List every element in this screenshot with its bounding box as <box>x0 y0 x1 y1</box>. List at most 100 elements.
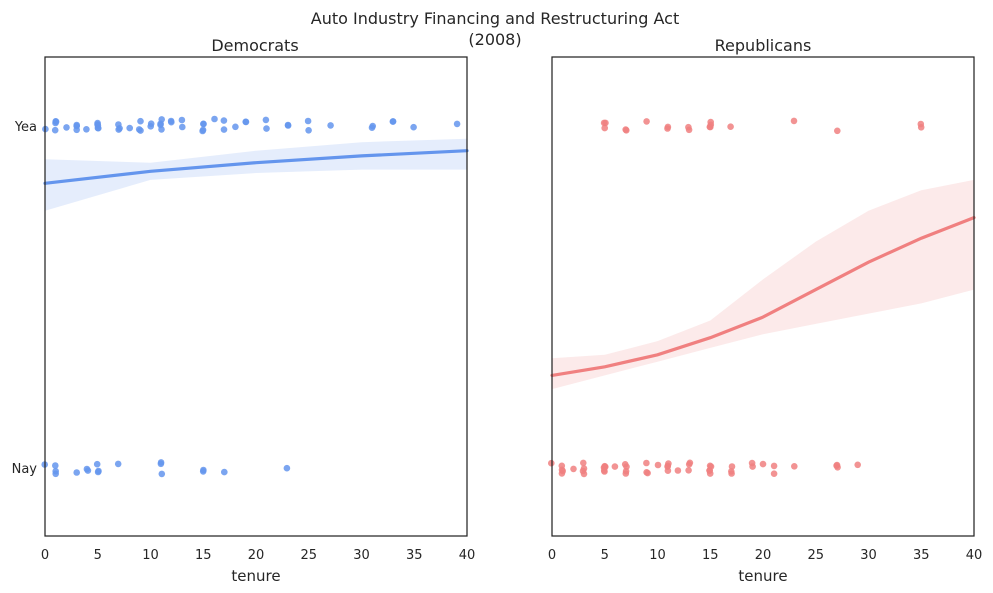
xtick-label: 10 <box>142 548 159 563</box>
point-yea <box>685 123 692 131</box>
point-nay <box>52 462 59 469</box>
point-yea <box>211 115 218 123</box>
panel-title-democrats: Democrats <box>211 36 298 55</box>
xtick-label: 25 <box>301 548 318 563</box>
xtick-label: 5 <box>94 548 102 563</box>
points-group <box>41 115 461 478</box>
point-yea <box>284 121 292 129</box>
point-yea <box>137 117 144 125</box>
xtick-label: 10 <box>649 548 666 563</box>
point-nay <box>770 470 778 478</box>
ci-band-group <box>552 179 974 390</box>
logistic-fit-line <box>550 216 976 377</box>
point-yea <box>790 117 798 125</box>
point-yea <box>389 118 397 125</box>
point-nay <box>854 461 861 469</box>
point-yea <box>73 121 80 129</box>
point-nay <box>558 466 566 474</box>
xticks-group: 0 5 10 15 20 25 30 35 40 <box>41 548 475 563</box>
xlabel-democrats: tenure <box>231 567 280 585</box>
point-yea <box>73 126 80 134</box>
point-yea <box>157 121 164 129</box>
confidence-band <box>552 179 974 390</box>
point-nay <box>749 463 756 470</box>
point-yea <box>917 120 925 128</box>
point-nay <box>622 467 630 475</box>
point-nay <box>221 468 228 476</box>
xtick-label: 15 <box>195 548 212 563</box>
point-yea <box>51 126 59 134</box>
point-nay <box>770 462 778 470</box>
point-nay <box>728 468 735 475</box>
point-yea <box>158 116 165 123</box>
point-yea <box>262 116 270 124</box>
point-yea <box>200 120 207 128</box>
xtick-label: 20 <box>248 548 265 563</box>
point-nay <box>570 465 577 473</box>
ytick-label-nay: Nay <box>12 462 38 477</box>
point-yea <box>126 124 133 132</box>
point-yea <box>664 123 672 131</box>
point-nay <box>728 463 736 470</box>
point-nay <box>654 461 662 469</box>
point-yea <box>410 123 417 131</box>
xtick-label: 35 <box>913 548 930 563</box>
point-yea <box>83 126 90 133</box>
ytick-label-yea: Yea <box>14 120 37 135</box>
point-nay <box>643 459 650 467</box>
point-nay <box>791 463 798 470</box>
point-nay <box>759 460 767 468</box>
point-yea <box>220 126 228 133</box>
suptitle-line2: (2008) <box>468 30 521 49</box>
point-nay <box>52 467 59 475</box>
point-yea <box>727 123 734 130</box>
point-yea <box>368 124 376 131</box>
points-group <box>548 117 925 478</box>
point-nay <box>93 460 101 468</box>
fit-line-group <box>43 149 469 185</box>
point-nay <box>611 463 619 470</box>
point-yea <box>327 122 334 129</box>
point-yea <box>52 118 60 125</box>
point-yea <box>220 117 228 124</box>
panel-republicans: Republicans 0 5 10 15 20 25 30 35 40 tenure <box>548 36 982 585</box>
panel-democrats: Democrats 0 5 10 15 20 25 30 35 40 Yea Nay tenur… <box>12 36 476 585</box>
point-nay <box>601 468 608 475</box>
xtick-label: 35 <box>406 548 423 563</box>
point-nay <box>833 462 840 470</box>
point-nay <box>643 469 650 476</box>
xtick-label: 15 <box>702 548 719 563</box>
xtick-label: 20 <box>755 548 772 563</box>
axes-frame-democrats <box>44 56 468 537</box>
fit-line-group <box>550 216 976 377</box>
point-yea <box>135 126 143 133</box>
xtick-label: 40 <box>966 548 983 563</box>
point-yea <box>116 125 123 132</box>
xtick-label: 40 <box>459 548 476 563</box>
point-yea <box>178 116 186 124</box>
axes-frame-republicans <box>551 56 975 537</box>
point-nay <box>84 467 92 474</box>
xtick-label: 0 <box>41 548 49 563</box>
point-yea <box>179 123 186 131</box>
point-yea <box>199 127 206 135</box>
point-yea <box>834 127 841 135</box>
point-yea <box>304 117 312 125</box>
point-yea <box>601 124 608 132</box>
point-nay <box>548 459 555 467</box>
xtick-label: 0 <box>548 548 556 563</box>
point-yea <box>622 126 629 133</box>
logistic-fit-line <box>43 149 469 185</box>
panel-title-republicans: Republicans <box>715 36 812 55</box>
point-nay <box>580 470 588 478</box>
xtick-label: 25 <box>808 548 825 563</box>
point-yea <box>168 118 175 126</box>
point-nay <box>580 459 587 467</box>
point-yea <box>305 127 312 134</box>
point-yea <box>707 118 714 126</box>
point-yea <box>242 118 249 126</box>
point-nay <box>73 469 80 476</box>
point-nay <box>706 462 714 470</box>
point-yea <box>263 125 270 132</box>
